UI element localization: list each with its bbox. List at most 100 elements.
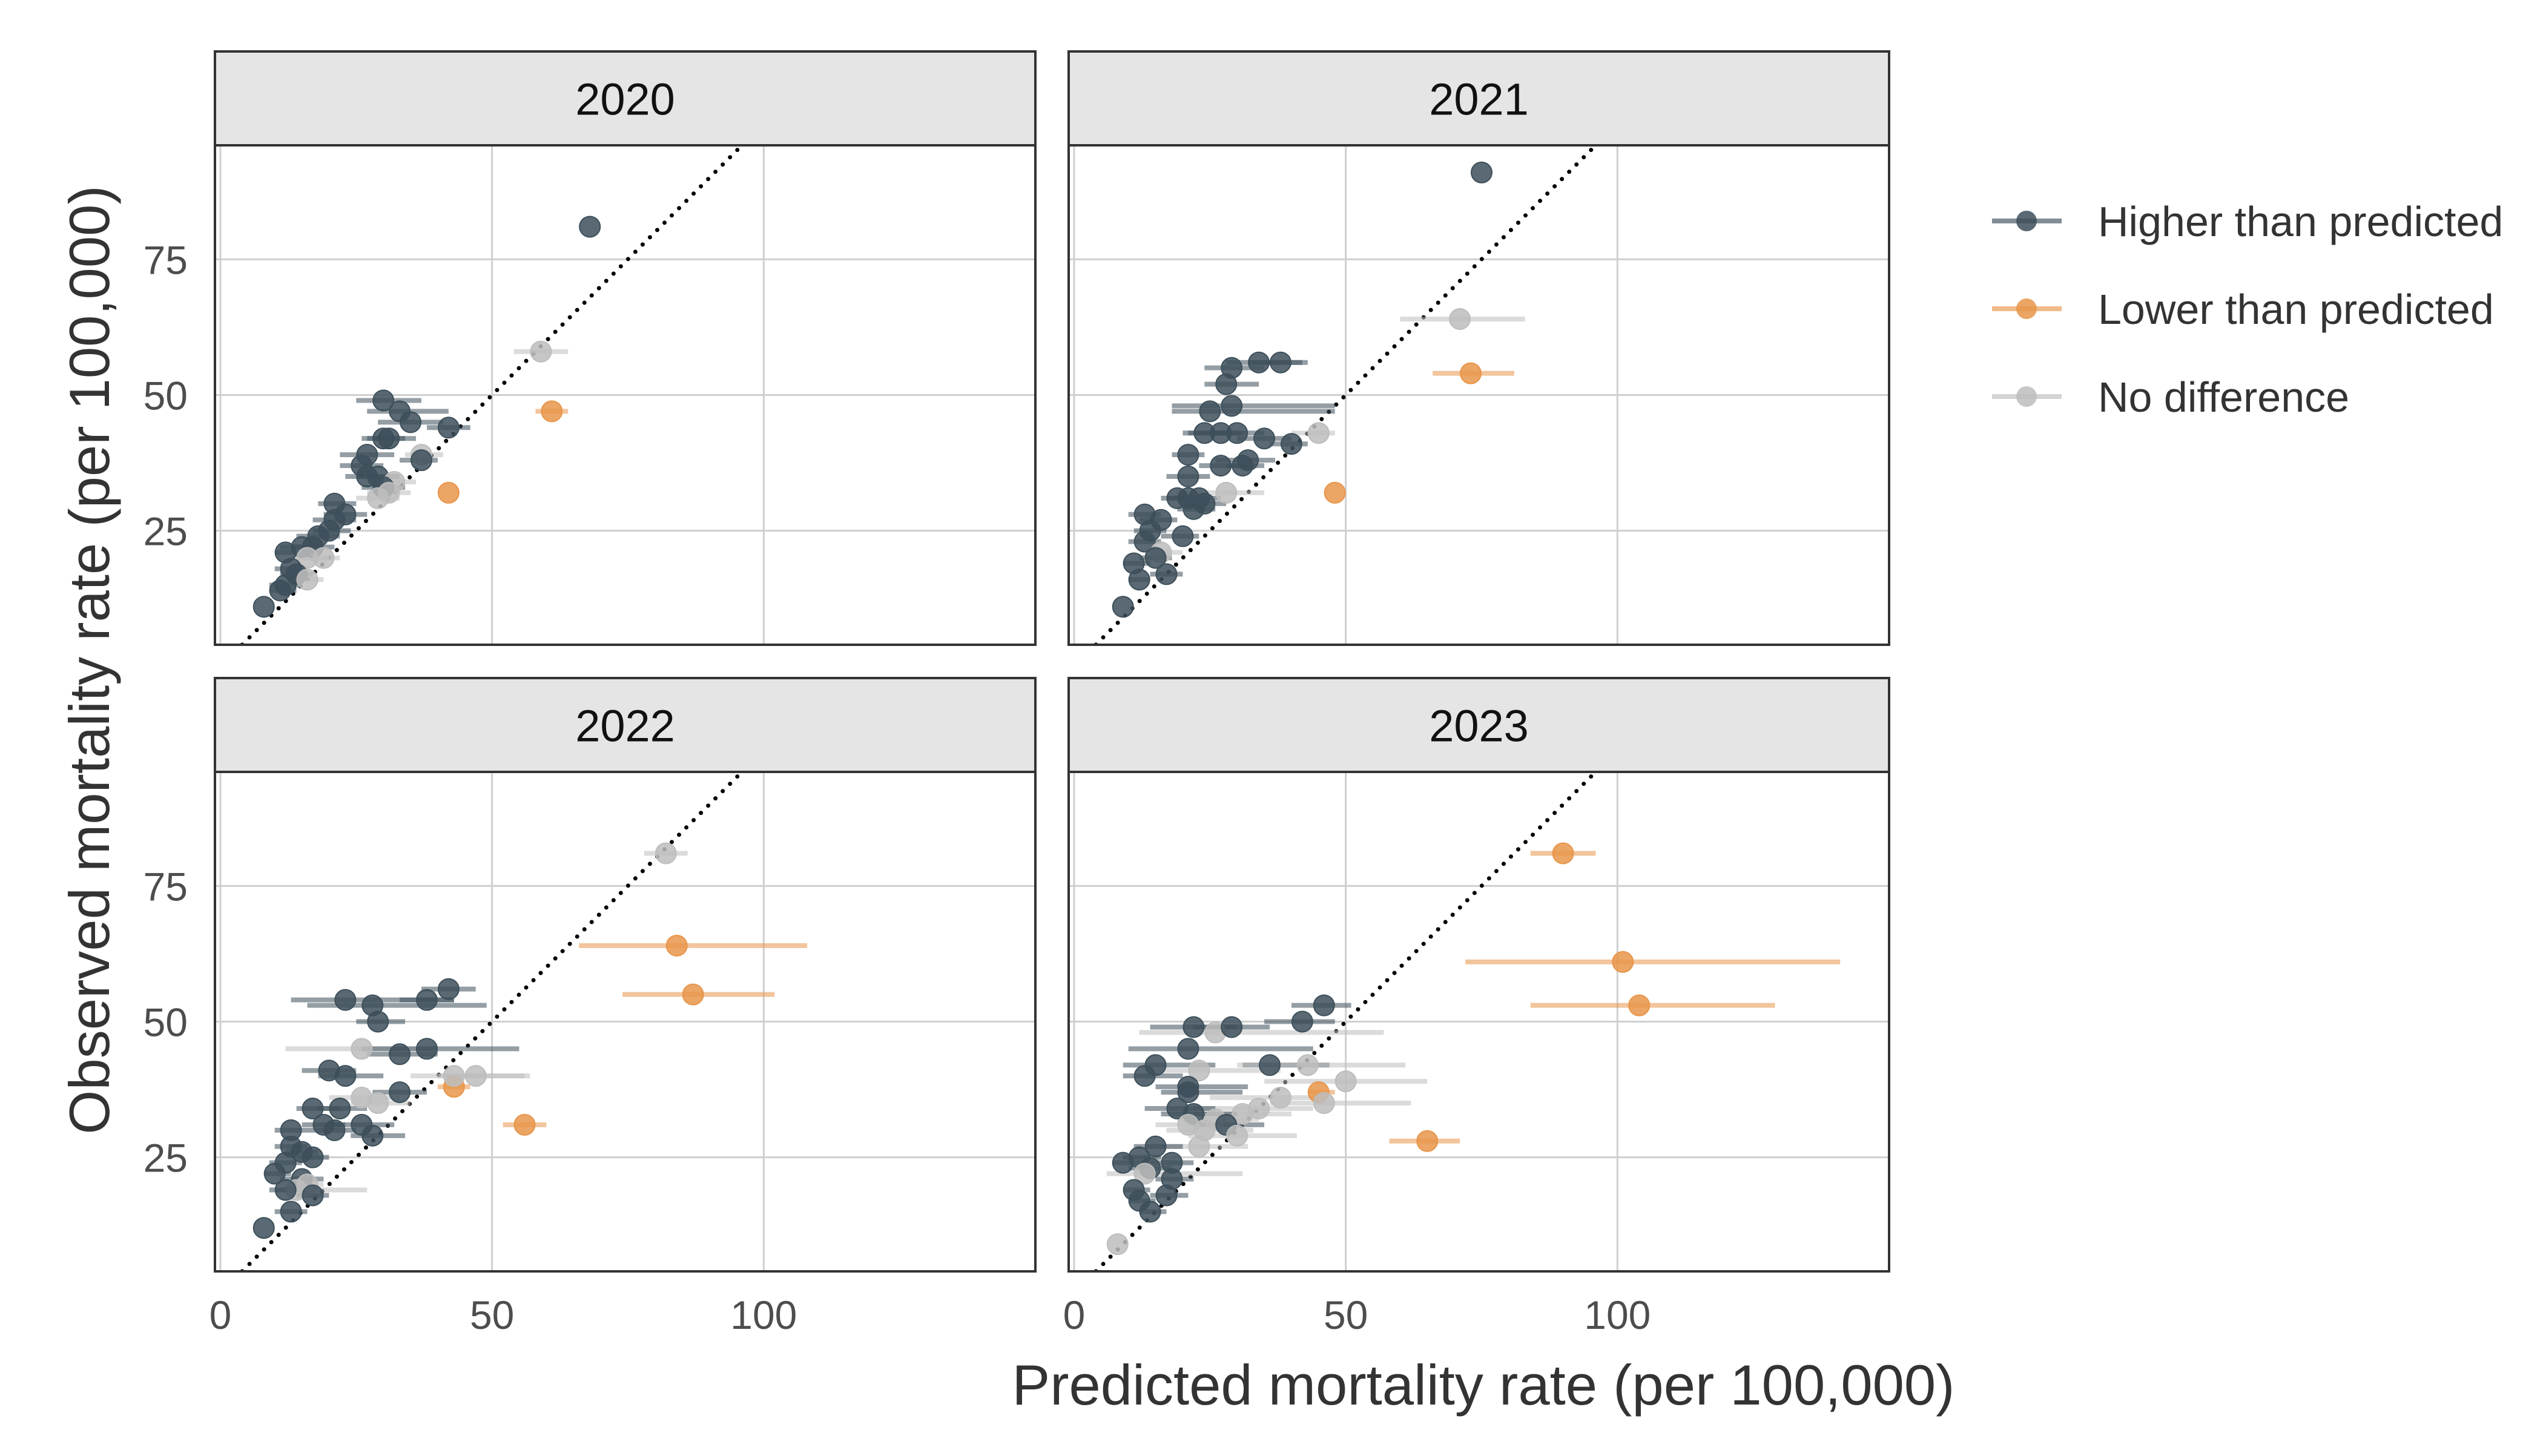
- panel-strip: [214, 50, 1037, 147]
- reference-line: [1092, 772, 1599, 1271]
- data-point: [1133, 1162, 1156, 1185]
- data-point: [1133, 530, 1156, 553]
- data-point: [1259, 1054, 1281, 1076]
- data-point: [530, 340, 552, 363]
- data-point: [665, 934, 688, 957]
- gridlines: [1069, 145, 1889, 645]
- data-point: [367, 1092, 389, 1115]
- data-point: [682, 983, 704, 1006]
- panel-strip: [1067, 677, 1890, 773]
- data-point: [1334, 1070, 1357, 1093]
- data-point: [400, 411, 422, 433]
- data-point: [1416, 1130, 1439, 1152]
- panel-2023: 2023 0 50 100: [1063, 677, 1890, 1337]
- legend: Higher than predicted Lower than predicte…: [1992, 198, 2503, 421]
- panel-title: 2022: [575, 701, 675, 751]
- y-tick-label: 75: [143, 237, 188, 282]
- data-point: [1139, 1201, 1161, 1223]
- points-group: [1112, 161, 1525, 618]
- data-point: [1172, 525, 1194, 547]
- y-axis-title: Observed mortality rate (per 100,000): [58, 185, 121, 1134]
- data-point: [1215, 481, 1238, 504]
- reference-line-group: [239, 772, 745, 1271]
- data-point: [389, 1081, 411, 1104]
- panel-strip: [1067, 50, 1890, 147]
- data-point: [1221, 395, 1243, 417]
- data-point: [464, 1065, 487, 1087]
- data-point: [1232, 455, 1254, 477]
- data-point: [367, 487, 389, 509]
- data-point: [1269, 351, 1291, 374]
- panel-2020: 2020 25 50 75: [143, 50, 1037, 646]
- data-point: [1177, 1081, 1199, 1104]
- data-point: [1155, 563, 1178, 585]
- data-point: [1612, 950, 1634, 973]
- data-point: [1221, 1016, 1243, 1038]
- panel-2022: 2022 25 50 75 0 50 100: [143, 677, 1037, 1337]
- data-point: [280, 1201, 302, 1223]
- legend-label: Higher than predicted: [2098, 198, 2503, 245]
- data-point: [302, 1184, 324, 1207]
- reference-line: [239, 145, 745, 645]
- y-tick-label: 25: [143, 1136, 188, 1181]
- data-point: [302, 1097, 324, 1119]
- y-tick-label: 50: [143, 1000, 188, 1045]
- x-tick-label: 50: [470, 1293, 514, 1337]
- data-point: [1177, 466, 1199, 488]
- x-axis-title: Predicted mortality rate (per 100,000): [1012, 1353, 1955, 1417]
- data-point: [296, 568, 318, 591]
- gridlines: [215, 772, 1035, 1271]
- data-point: [312, 547, 335, 569]
- data-point: [1177, 444, 1199, 466]
- data-point: [1188, 1135, 1210, 1158]
- data-point: [410, 449, 432, 472]
- data-point: [252, 596, 275, 618]
- legend-key-point: [2016, 386, 2037, 407]
- data-point: [1313, 1092, 1335, 1115]
- panel-title: 2020: [575, 74, 675, 125]
- data-point: [1313, 994, 1335, 1016]
- data-point: [323, 1119, 346, 1141]
- data-point: [1470, 161, 1492, 183]
- reference-line-group: [239, 145, 745, 645]
- data-point: [1112, 596, 1134, 618]
- data-point: [1215, 373, 1238, 395]
- data-point: [1182, 1016, 1205, 1038]
- data-point: [1253, 427, 1276, 450]
- data-point: [1460, 362, 1482, 384]
- data-point: [1232, 1102, 1254, 1125]
- data-point: [263, 1162, 286, 1185]
- data-point: [437, 481, 460, 504]
- data-point: [334, 1065, 357, 1087]
- data-point: [655, 842, 677, 865]
- y-tick-label: 75: [143, 864, 188, 909]
- panel-2021: 2021: [1067, 50, 1890, 646]
- data-point: [367, 1010, 389, 1033]
- data-point: [1248, 351, 1270, 374]
- data-point: [1155, 1184, 1178, 1207]
- data-point: [1628, 994, 1651, 1016]
- legend-key-point: [2016, 211, 2037, 231]
- points-group: [252, 216, 601, 618]
- points-group: [1106, 842, 1841, 1256]
- x-tick-label: 0: [1063, 1293, 1086, 1337]
- data-point: [1226, 422, 1248, 444]
- legend-label: Lower than predicted: [2098, 286, 2494, 333]
- reference-line: [239, 772, 745, 1271]
- data-point: [274, 1179, 297, 1201]
- reference-line: [1092, 145, 1599, 645]
- y-tick-label: 25: [143, 509, 188, 554]
- data-point: [1133, 1065, 1156, 1087]
- y-tick-label: 50: [143, 374, 188, 418]
- data-point: [1226, 1124, 1248, 1147]
- panel-border: [1067, 144, 1890, 646]
- data-point: [1210, 455, 1232, 477]
- gridlines: [215, 145, 1035, 645]
- data-point: [513, 1113, 536, 1136]
- x-tick-label: 0: [209, 1293, 232, 1337]
- panel-border: [214, 771, 1037, 1273]
- data-point: [1199, 400, 1221, 423]
- data-point: [302, 1146, 324, 1168]
- data-point: [389, 1043, 411, 1066]
